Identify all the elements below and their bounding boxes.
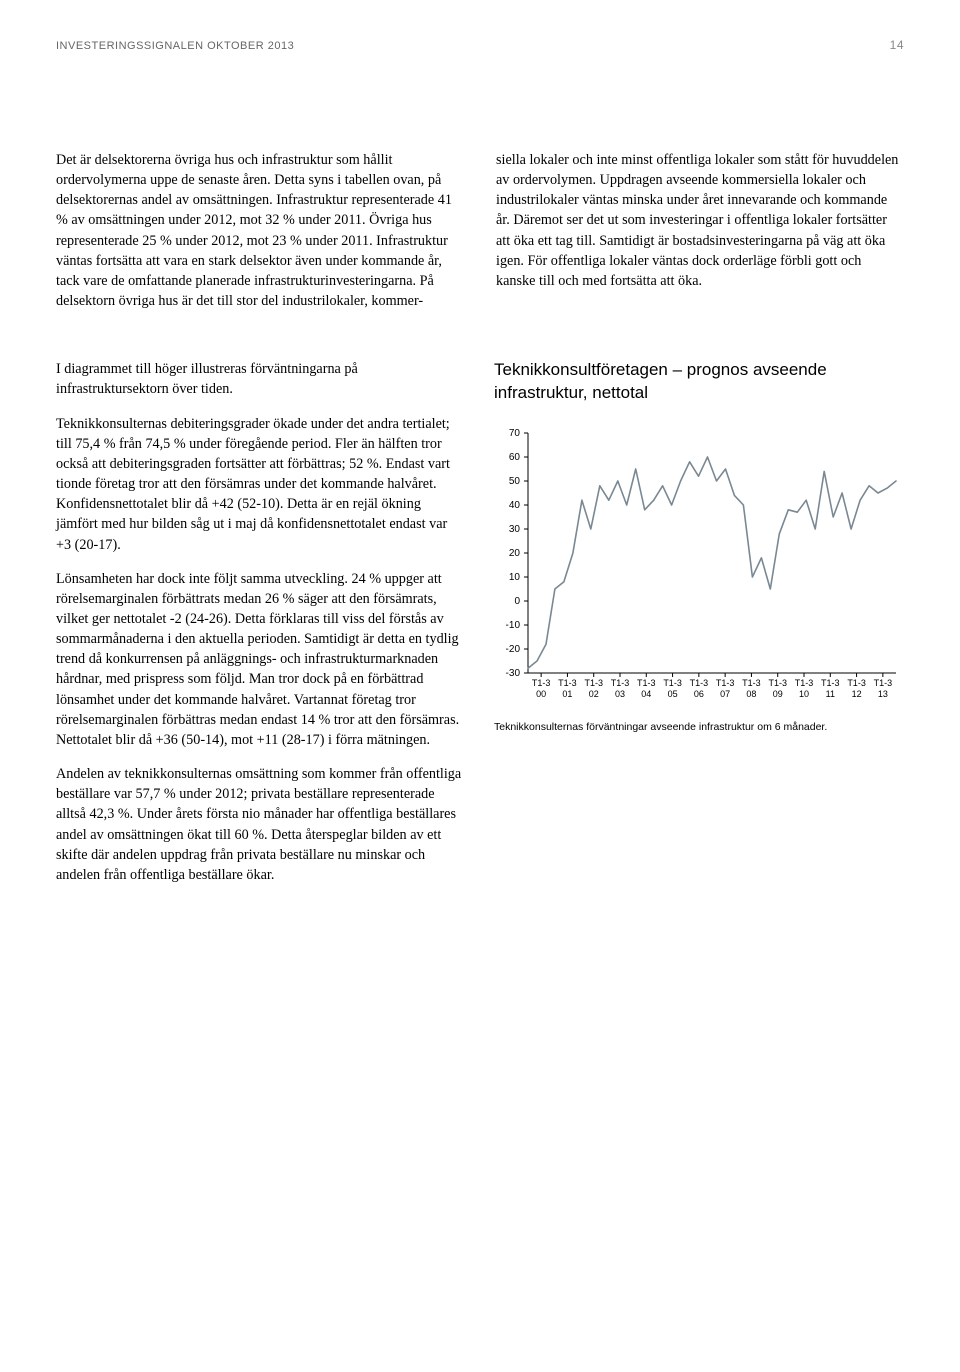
line-chart-svg: -30-20-10010203040506070T1-300T1-301T1-3… xyxy=(494,423,904,713)
document-title: INVESTERINGSSIGNALEN OKTOBER 2013 xyxy=(56,40,294,52)
svg-text:02: 02 xyxy=(589,689,599,699)
lower-right-column: Teknikkonsultföretagen – prognos avseend… xyxy=(494,359,904,885)
svg-text:70: 70 xyxy=(509,428,521,439)
main-left-column: Det är delsektorerna övriga hus och infr… xyxy=(56,150,464,311)
page-header: INVESTERINGSSIGNALEN OKTOBER 2013 14 xyxy=(56,38,904,52)
body-paragraph: Det är delsektorerna övriga hus och infr… xyxy=(56,150,464,311)
svg-text:05: 05 xyxy=(668,689,678,699)
svg-text:-20: -20 xyxy=(506,644,521,655)
svg-text:T1-3: T1-3 xyxy=(847,678,866,688)
lower-left-column: I diagrammet till höger illustreras förv… xyxy=(56,359,462,885)
svg-text:-30: -30 xyxy=(506,668,521,679)
svg-text:T1-3: T1-3 xyxy=(663,678,682,688)
svg-text:10: 10 xyxy=(509,572,521,583)
svg-text:T1-3: T1-3 xyxy=(532,678,551,688)
svg-text:60: 60 xyxy=(509,452,521,463)
svg-text:13: 13 xyxy=(878,689,888,699)
body-paragraph: Teknikkonsulternas debiteringsgrader öka… xyxy=(56,414,462,555)
svg-text:T1-3: T1-3 xyxy=(821,678,840,688)
svg-text:04: 04 xyxy=(641,689,651,699)
svg-text:T1-3: T1-3 xyxy=(611,678,630,688)
body-paragraph: Lönsamheten har dock inte följt samma ut… xyxy=(56,569,462,750)
svg-text:08: 08 xyxy=(746,689,756,699)
svg-text:T1-3: T1-3 xyxy=(768,678,787,688)
lower-section: I diagrammet till höger illustreras förv… xyxy=(56,359,904,885)
svg-text:-10: -10 xyxy=(506,620,521,631)
body-paragraph: Andelen av teknikkonsulternas omsättning… xyxy=(56,764,462,885)
main-right-column: siella lokaler och inte minst offentliga… xyxy=(496,150,904,311)
body-paragraph: siella lokaler och inte minst offentliga… xyxy=(496,150,904,291)
svg-text:T1-3: T1-3 xyxy=(716,678,735,688)
svg-text:10: 10 xyxy=(799,689,809,699)
svg-text:01: 01 xyxy=(562,689,572,699)
chart-title: Teknikkonsultföretagen – prognos avseend… xyxy=(494,359,904,405)
forecast-chart: -30-20-10010203040506070T1-300T1-301T1-3… xyxy=(494,423,904,713)
svg-text:20: 20 xyxy=(509,548,521,559)
chart-caption: Teknikkonsulternas förväntningar avseend… xyxy=(494,721,904,733)
main-columns: Det är delsektorerna övriga hus och infr… xyxy=(56,150,904,311)
svg-text:T1-3: T1-3 xyxy=(795,678,814,688)
svg-text:T1-3: T1-3 xyxy=(558,678,577,688)
svg-text:40: 40 xyxy=(509,500,521,511)
svg-text:T1-3: T1-3 xyxy=(584,678,603,688)
svg-text:09: 09 xyxy=(773,689,783,699)
svg-text:03: 03 xyxy=(615,689,625,699)
svg-text:T1-3: T1-3 xyxy=(874,678,893,688)
svg-text:T1-3: T1-3 xyxy=(742,678,761,688)
svg-text:30: 30 xyxy=(509,524,521,535)
svg-text:50: 50 xyxy=(509,476,521,487)
page-number: 14 xyxy=(890,38,904,52)
svg-text:07: 07 xyxy=(720,689,730,699)
svg-text:06: 06 xyxy=(694,689,704,699)
svg-text:0: 0 xyxy=(514,596,520,607)
svg-text:12: 12 xyxy=(852,689,862,699)
svg-text:T1-3: T1-3 xyxy=(637,678,656,688)
svg-text:00: 00 xyxy=(536,689,546,699)
body-paragraph: I diagrammet till höger illustreras förv… xyxy=(56,359,462,399)
svg-text:T1-3: T1-3 xyxy=(690,678,709,688)
svg-text:11: 11 xyxy=(826,689,835,699)
